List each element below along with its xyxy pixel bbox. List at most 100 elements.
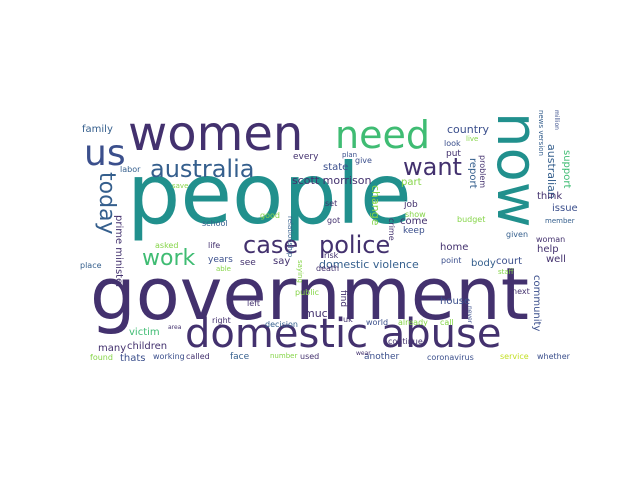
- word-look: look: [444, 139, 461, 148]
- word-state: state: [323, 162, 349, 173]
- word-home: home: [440, 242, 469, 253]
- word-need: need: [335, 113, 430, 157]
- word-come: come: [400, 216, 428, 227]
- word-got: got: [327, 216, 341, 225]
- word-life: life: [208, 241, 221, 250]
- word-give: give: [355, 156, 372, 165]
- word-able: able: [216, 265, 231, 273]
- word-now: now: [484, 112, 549, 228]
- word-well: well: [546, 254, 566, 265]
- word-work: work: [142, 246, 196, 271]
- word-keep: keep: [403, 226, 425, 236]
- word-decision: decision: [265, 320, 298, 329]
- word-left: left: [247, 299, 260, 308]
- word-job: job: [404, 200, 418, 210]
- word-plan: plan: [342, 151, 358, 159]
- word-service: service: [500, 352, 529, 361]
- word-public: public: [295, 288, 320, 297]
- word-support: support: [561, 150, 572, 189]
- word-relationship: relationship: [286, 216, 294, 258]
- word-every: every: [293, 152, 319, 162]
- word-australia: australia: [150, 155, 255, 183]
- word-world: world: [366, 318, 389, 327]
- word-right: right: [212, 316, 231, 325]
- word-put: put: [446, 149, 461, 159]
- word-cloud-panel: people government women now domestic abu…: [80, 100, 578, 380]
- word-already: already: [398, 318, 428, 327]
- word-called: called: [186, 352, 210, 361]
- word-today: today: [94, 172, 119, 235]
- word-used: used: [300, 352, 320, 361]
- word-government: government: [90, 252, 529, 336]
- word-country: country: [447, 123, 490, 136]
- word-police: police: [319, 231, 391, 259]
- word-people: people: [127, 145, 412, 243]
- word-australian: australian: [545, 144, 558, 199]
- word-find: find: [338, 290, 348, 308]
- word-us: us: [84, 133, 126, 174]
- word-staff: staff: [498, 268, 514, 276]
- word-house: house: [440, 296, 471, 307]
- word-scott-morrison: scott morrison: [292, 174, 372, 187]
- word-crime: crime: [387, 218, 396, 241]
- word-news-version: news version: [537, 110, 545, 156]
- word-working: working: [153, 352, 185, 361]
- word-set: set: [325, 199, 338, 208]
- word-never: never: [466, 306, 473, 324]
- word-report: report: [467, 158, 478, 189]
- word-asked: asked: [155, 241, 179, 250]
- word-school: school: [202, 219, 228, 228]
- word-children: children: [127, 341, 168, 352]
- word-place: place: [80, 261, 102, 270]
- word-live: live: [466, 135, 479, 143]
- word-budget: budget: [457, 215, 486, 224]
- word-many: many: [98, 343, 127, 354]
- word-court: court: [496, 256, 522, 267]
- word-thats: thats: [120, 353, 146, 364]
- word-uk: uk: [343, 315, 353, 324]
- word-call: call: [440, 318, 454, 327]
- word-labor: labor: [120, 165, 141, 174]
- word-show: show: [405, 210, 426, 219]
- word-much: much: [304, 307, 335, 320]
- word-help: help: [537, 244, 559, 255]
- word-whether: whether: [537, 352, 570, 361]
- word-think: think: [537, 191, 563, 202]
- word-body: body: [471, 258, 496, 269]
- word-family: family: [82, 124, 113, 135]
- word-member: member: [545, 217, 575, 225]
- word-domestic-abuse: domestic abuse: [185, 311, 502, 357]
- word-found: found: [90, 353, 113, 362]
- word-say: say: [273, 256, 291, 267]
- word-women: women: [128, 106, 304, 162]
- word-woman: woman: [536, 235, 566, 244]
- word-number: number: [270, 352, 298, 360]
- word-save: save: [172, 182, 189, 190]
- word-good: good: [260, 211, 280, 220]
- word-death: death: [316, 264, 340, 273]
- word-face: face: [230, 352, 250, 362]
- word-risk: risk: [324, 251, 339, 260]
- word-coronavirus: coronavirus: [427, 353, 474, 362]
- word-case: case: [243, 231, 299, 259]
- word-see: see: [240, 258, 256, 268]
- word-years: years: [208, 255, 233, 265]
- word-another: another: [364, 352, 400, 362]
- word-domestic-violence: domestic violence: [319, 258, 419, 271]
- word-issue: issue: [552, 203, 578, 214]
- word-next: next: [512, 287, 530, 296]
- word-victim: victim: [129, 327, 160, 338]
- word-wear: wear: [356, 350, 371, 357]
- word-community: community: [531, 275, 542, 332]
- word-want: want: [403, 153, 462, 181]
- word-change: change: [369, 185, 382, 226]
- word-continue: continue: [388, 337, 423, 346]
- word-given: given: [506, 230, 529, 239]
- word-area: area: [168, 324, 182, 331]
- word-saying: saying: [296, 260, 304, 283]
- word-prime-minister: prime minister: [113, 215, 124, 289]
- word-part: part: [401, 177, 422, 188]
- word-point: point: [441, 256, 462, 265]
- word-problem: problem: [478, 155, 487, 189]
